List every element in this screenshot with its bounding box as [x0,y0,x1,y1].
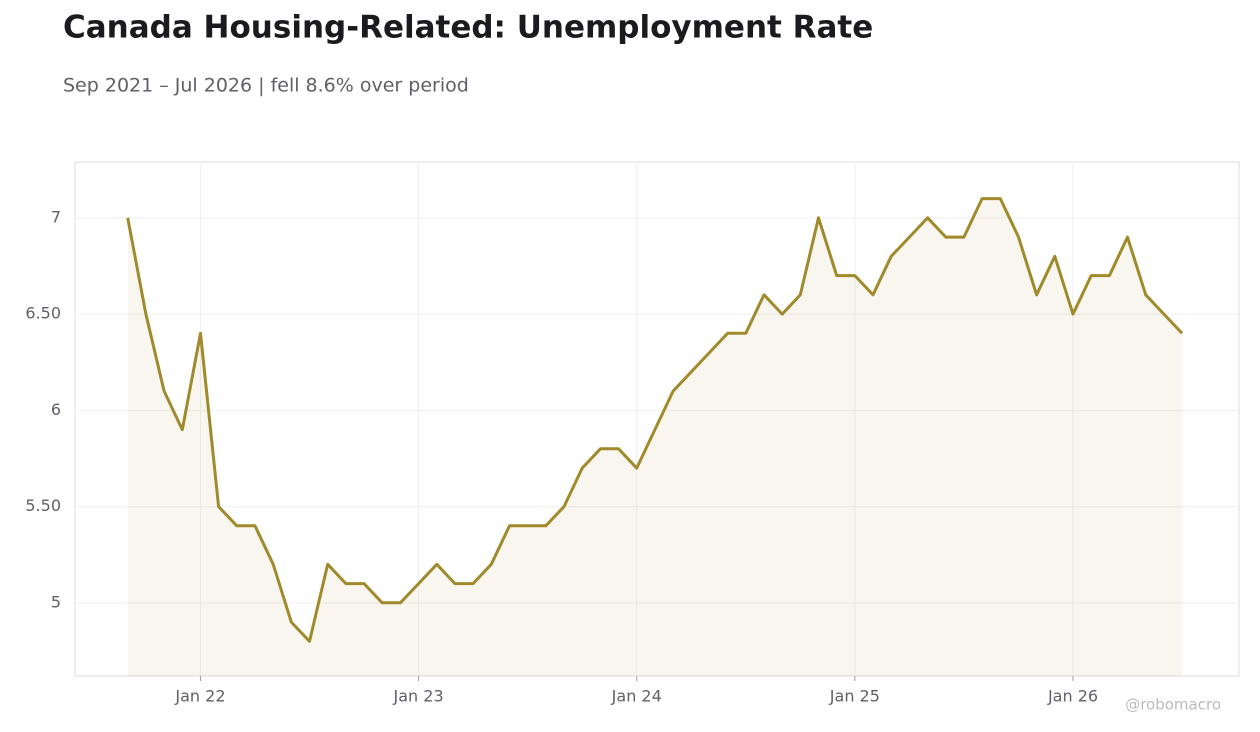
x-tick-label: Jan 23 [393,687,444,706]
y-tick-label: 6.50 [25,304,61,323]
plot-frame [74,161,1240,677]
line [126,197,1184,643]
x-tick-label: Jan 22 [174,687,225,706]
grid: 5 5.50 6 6.50 7 Jan 22 Jan 23 Jan 24 Jan 25 Jan 2… [25,162,1239,706]
y-tick-label: 6 [51,400,61,419]
x-tick-label: Jan 24 [611,687,662,706]
chart-subtitle: Sep 2021 – Jul 2026 | fell 8.6% over per… [63,75,469,97]
chart-title: Canada Housing-Related: Unemployment Rat… [63,10,873,46]
y-tick-label: 5 [51,592,61,611]
watermark: @robomacro [1125,696,1221,714]
y-tick-label: 7 [51,207,61,226]
x-tick-label: Jan 26 [1047,687,1098,706]
x-tick-label: Jan 25 [829,687,880,706]
y-tick-label: 5.50 [25,496,61,515]
area [127,198,1183,676]
plot [126,197,1184,676]
